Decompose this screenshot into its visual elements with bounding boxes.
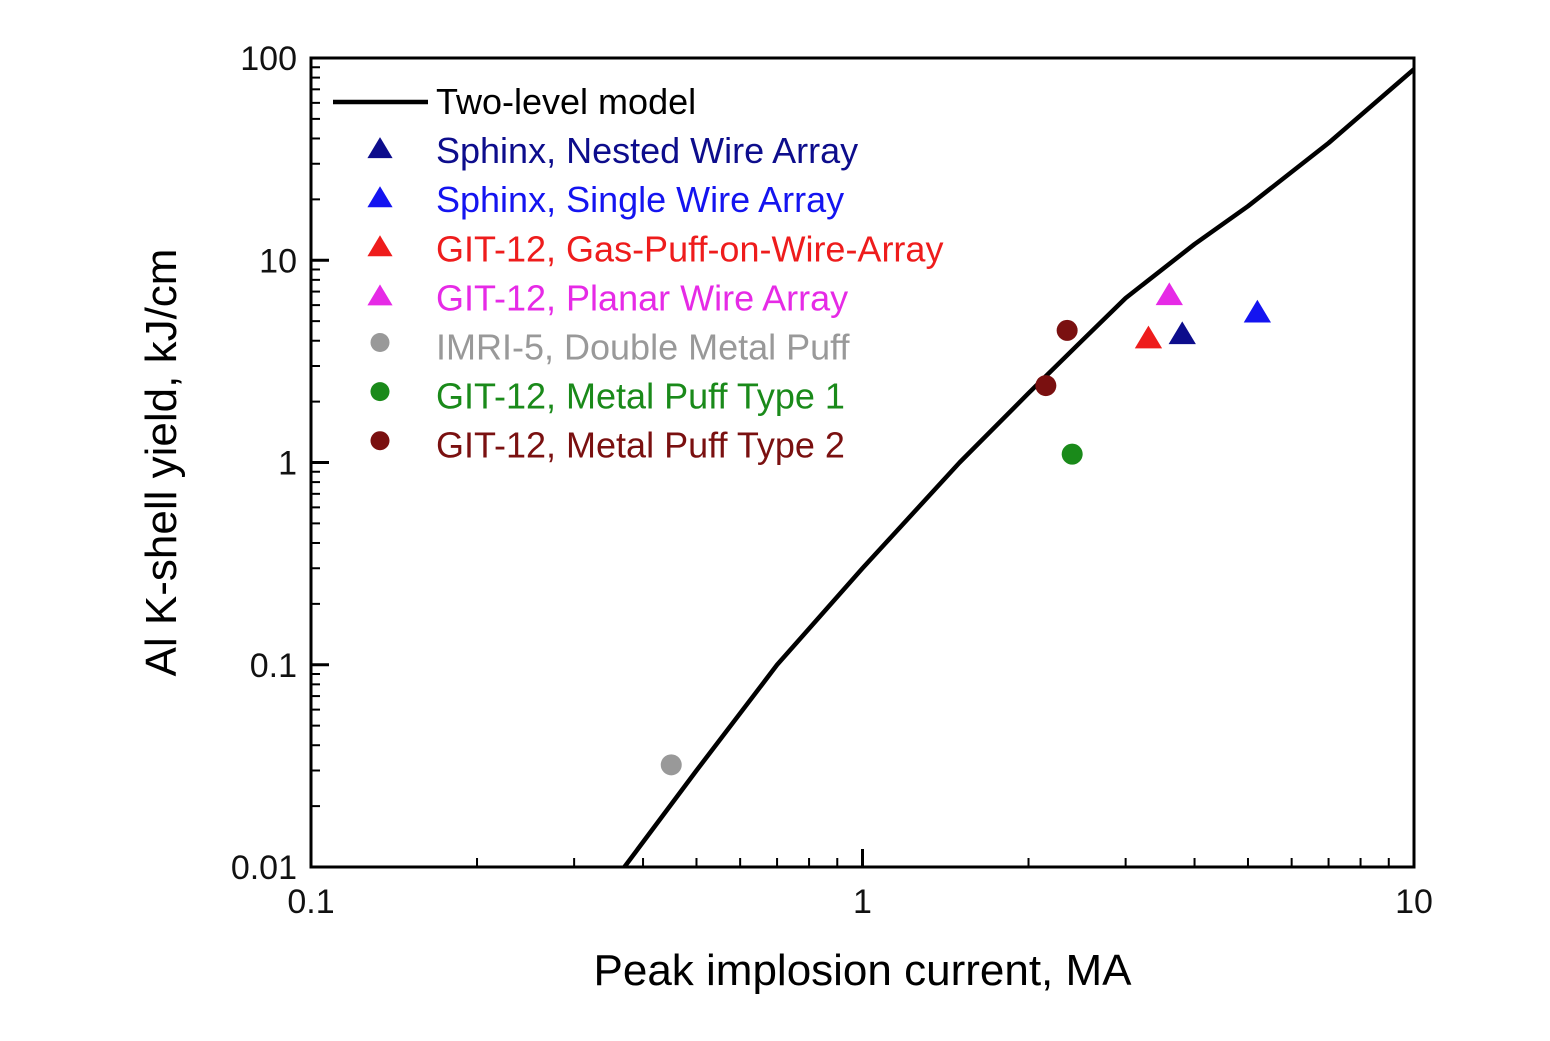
legend-item: Sphinx, Single Wire Array	[367, 179, 844, 220]
data-point-circle	[1035, 375, 1057, 397]
data-point-circle	[660, 754, 682, 776]
x-tick-label: 0.1	[287, 883, 334, 921]
plot-frame	[309, 56, 1416, 869]
y-tick-label: 1	[278, 445, 297, 483]
data-point-triangle	[1168, 321, 1196, 345]
legend-item: GIT-12, Metal Puff Type 2	[370, 425, 845, 466]
plot-content	[622, 67, 1416, 869]
y-tick-label: 0.01	[231, 849, 297, 887]
legend-label: GIT-12, Gas-Puff-on-Wire-Array	[436, 228, 943, 269]
legend: Two-level model Sphinx, Nested Wire Array…	[333, 81, 943, 466]
x-axis-title: Peak implosion current, MA	[594, 946, 1133, 995]
legend-triangle-marker	[367, 284, 393, 306]
legend-label: Sphinx, Single Wire Array	[436, 179, 844, 220]
legend-circle-marker	[370, 431, 390, 451]
legend-triangle-marker	[367, 137, 393, 159]
y-axis-title: Al K-shell yield, kJ/cm	[137, 249, 186, 677]
legend-item: GIT-12, Planar Wire Array	[367, 277, 848, 318]
data-point-triangle	[1243, 299, 1272, 323]
legend-item: GIT-12, Metal Puff Type 1	[370, 376, 845, 417]
legend-circle-marker	[370, 333, 390, 352]
x-tick-label: 1	[853, 883, 872, 921]
data-point-triangle	[1134, 325, 1163, 349]
x-tick-label: 10	[1395, 883, 1433, 921]
legend-triangle-marker	[367, 235, 393, 257]
legend-label: Sphinx, Nested Wire Array	[436, 130, 858, 171]
data-point-circle	[1061, 443, 1083, 465]
legend-circle-marker	[370, 382, 390, 402]
legend-item: Sphinx, Nested Wire Array	[367, 130, 858, 171]
legend-item: Two-level model	[333, 81, 696, 122]
legend-item: GIT-12, Gas-Puff-on-Wire-Array	[367, 228, 943, 269]
data-point-circle	[1056, 319, 1078, 341]
legend-label: GIT-12, Metal Puff Type 2	[436, 425, 845, 466]
legend-label: GIT-12, Planar Wire Array	[436, 277, 848, 318]
legend-item: IMRI-5, Double Metal Puff	[370, 327, 851, 368]
legend-label: IMRI-5, Double Metal Puff	[436, 327, 851, 368]
legend-triangle-marker	[367, 186, 393, 208]
legend-label: Two-level model	[436, 81, 696, 122]
legend-label: GIT-12, Metal Puff Type 1	[436, 376, 845, 417]
y-tick-label: 0.1	[250, 647, 297, 685]
y-tick-label: 10	[259, 242, 297, 280]
model-curve	[622, 67, 1416, 869]
data-point-triangle	[1155, 282, 1183, 306]
y-tick-label: 100	[240, 40, 297, 78]
